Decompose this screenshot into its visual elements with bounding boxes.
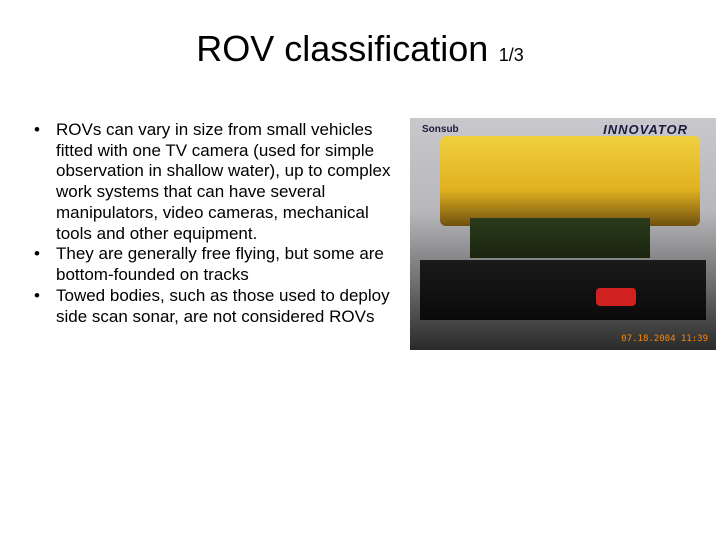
rov-inner-shape xyxy=(470,218,650,258)
slide-title: ROV classification xyxy=(196,28,488,69)
list-item: They are generally free flying, but some… xyxy=(26,244,396,285)
rov-photo: Sonsub INNOVATOR 07.18.2004 11:39 xyxy=(410,118,716,350)
content-area: ROVs can vary in size from small vehicle… xyxy=(26,120,396,327)
red-object-shape xyxy=(596,288,636,306)
brand-logo-left: Sonsub xyxy=(422,124,459,135)
brand-logo-right: INNOVATOR xyxy=(603,122,688,137)
bullet-list: ROVs can vary in size from small vehicle… xyxy=(26,120,396,327)
page-counter: 1/3 xyxy=(499,45,524,65)
rov-body-shape xyxy=(440,136,700,226)
title-area: ROV classification 1/3 xyxy=(0,28,720,70)
photo-timestamp: 07.18.2004 11:39 xyxy=(621,334,708,344)
platform-shape xyxy=(420,260,706,320)
list-item: ROVs can vary in size from small vehicle… xyxy=(26,120,396,244)
list-item: Towed bodies, such as those used to depl… xyxy=(26,286,396,327)
